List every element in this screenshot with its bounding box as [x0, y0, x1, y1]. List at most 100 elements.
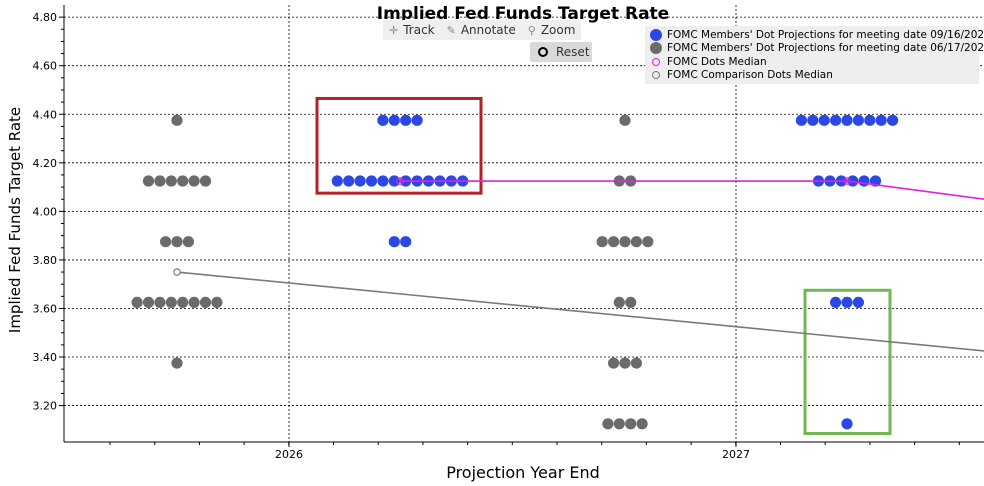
dot-point[interactable] [619, 357, 631, 369]
y-tick-label: 3.60 [33, 302, 58, 315]
dot-point[interactable] [211, 296, 223, 309]
dot-point[interactable] [625, 296, 637, 309]
dot-point[interactable] [165, 296, 177, 309]
dot-point[interactable] [171, 236, 183, 248]
dot-point[interactable] [830, 114, 842, 126]
y-tick-label: 4.80 [33, 11, 58, 24]
dot-point[interactable] [619, 236, 631, 248]
y-tick-label: 3.20 [33, 400, 58, 413]
y-tick-label: 4.60 [33, 60, 58, 73]
dot-point[interactable] [818, 114, 830, 126]
dot-point[interactable] [795, 114, 808, 126]
dot-point[interactable] [388, 175, 400, 187]
annotate-button[interactable]: ✎ Annotate [441, 20, 522, 40]
comparison-median-marker [173, 268, 181, 276]
dot-point[interactable] [377, 114, 389, 126]
annotate-label: Annotate [460, 23, 516, 37]
dot-point[interactable] [887, 114, 899, 126]
zoom-label: Zoom [540, 23, 576, 37]
dot-point[interactable] [377, 175, 389, 187]
dot-point[interactable] [636, 418, 648, 430]
dot-point[interactable] [411, 114, 423, 126]
dot-point[interactable] [875, 114, 887, 126]
legend-label: FOMC Members' Dot Projections for meetin… [667, 42, 984, 55]
dot-point[interactable] [625, 418, 637, 430]
chart-toolbar: ✛ Track ✎ Annotate ⚲ Zoom [383, 20, 582, 40]
dot-point[interactable] [188, 296, 200, 309]
dot-point[interactable] [613, 296, 625, 309]
dot-point[interactable] [343, 175, 355, 187]
dot-point[interactable] [596, 236, 608, 248]
dot-point[interactable] [388, 236, 400, 248]
dot-point[interactable] [177, 296, 189, 309]
dot-point[interactable] [864, 114, 876, 126]
legend-item-previous-dots[interactable]: FOMC Members' Dot Projections for meetin… [650, 42, 984, 56]
legend-item-current-dots[interactable]: FOMC Members' Dot Projections for meetin… [650, 28, 984, 42]
chart-title: Implied Fed Funds Target Rate [377, 4, 669, 24]
legend-label: FOMC Comparison Dots Median [667, 69, 833, 82]
legend-item-median[interactable]: FOMC Dots Median [650, 55, 979, 69]
dot-point[interactable] [142, 175, 155, 187]
dot-point[interactable] [199, 296, 212, 309]
dot-point[interactable] [388, 114, 400, 126]
y-tick-label: 4.20 [33, 157, 58, 170]
dot-point[interactable] [177, 175, 189, 187]
dot-point[interactable] [354, 175, 366, 187]
reset-label: Reset [556, 45, 590, 59]
dot-point[interactable] [841, 114, 853, 126]
dot-point[interactable] [830, 296, 842, 309]
dot-point[interactable] [807, 114, 819, 126]
dot-point[interactable] [171, 114, 183, 126]
y-ticks: 3.20 3.40 3.60 3.80 4.00 4.20 4.40 4.60 4.80 [33, 11, 64, 413]
dot-point[interactable] [154, 175, 166, 187]
hollow-circle-icon [652, 57, 660, 66]
x-tick-label: 2027 [722, 448, 750, 461]
dot-point[interactable] [154, 296, 166, 309]
legend-item-comparison-median[interactable]: FOMC Comparison Dots Median [650, 69, 979, 83]
dot-point[interactable] [188, 175, 200, 187]
dot-point[interactable] [131, 296, 143, 309]
dot-point[interactable] [602, 418, 614, 430]
radio-icon [538, 47, 548, 57]
grid [64, 5, 984, 442]
dot-point[interactable] [608, 357, 620, 369]
dot-point[interactable] [630, 236, 643, 248]
dot-point[interactable] [142, 296, 155, 309]
dot-point[interactable] [852, 114, 865, 126]
x-axis-label: Projection Year End [446, 463, 600, 482]
comparison-median-line [176, 271, 984, 352]
dot-point[interactable] [852, 296, 865, 309]
chart-legend: FOMC Members' Dot Projections for meetin… [645, 26, 984, 84]
crosshair-icon: ✛ [389, 23, 399, 37]
dot-point[interactable] [613, 418, 625, 430]
y-tick-label: 3.40 [33, 351, 58, 364]
dot-point[interactable] [400, 236, 412, 248]
y-tick-label: 4.00 [33, 205, 58, 218]
legend-label: FOMC Members' Dot Projections for meetin… [667, 28, 984, 41]
legend-label: FOMC Dots Median [667, 55, 767, 68]
dot-point[interactable] [858, 175, 870, 187]
x-ticks: 2026 2027 [109, 442, 960, 461]
dot-point[interactable] [841, 418, 853, 430]
track-button[interactable]: ✛ Track [383, 20, 441, 40]
zoom-button[interactable]: ⚲ Zoom [522, 20, 582, 40]
dot-point[interactable] [182, 236, 194, 248]
reset-button[interactable]: Reset [530, 42, 592, 62]
dot-point[interactable] [331, 175, 343, 187]
median-lines [173, 180, 984, 352]
highlight-boxes [315, 96, 892, 436]
dot-point[interactable] [171, 357, 183, 369]
dot-point[interactable] [630, 357, 643, 369]
dot-point[interactable] [642, 236, 654, 248]
dot-point[interactable] [841, 296, 853, 309]
dot-point[interactable] [365, 175, 378, 187]
dot-point[interactable] [608, 236, 620, 248]
x-tick-label: 2026 [275, 448, 303, 461]
y-tick-label: 3.80 [33, 254, 58, 267]
dot-point[interactable] [160, 236, 172, 248]
dot-point[interactable] [165, 175, 177, 187]
dot-point[interactable] [619, 114, 631, 126]
dot-point[interactable] [400, 114, 412, 126]
dot-point[interactable] [199, 175, 212, 187]
